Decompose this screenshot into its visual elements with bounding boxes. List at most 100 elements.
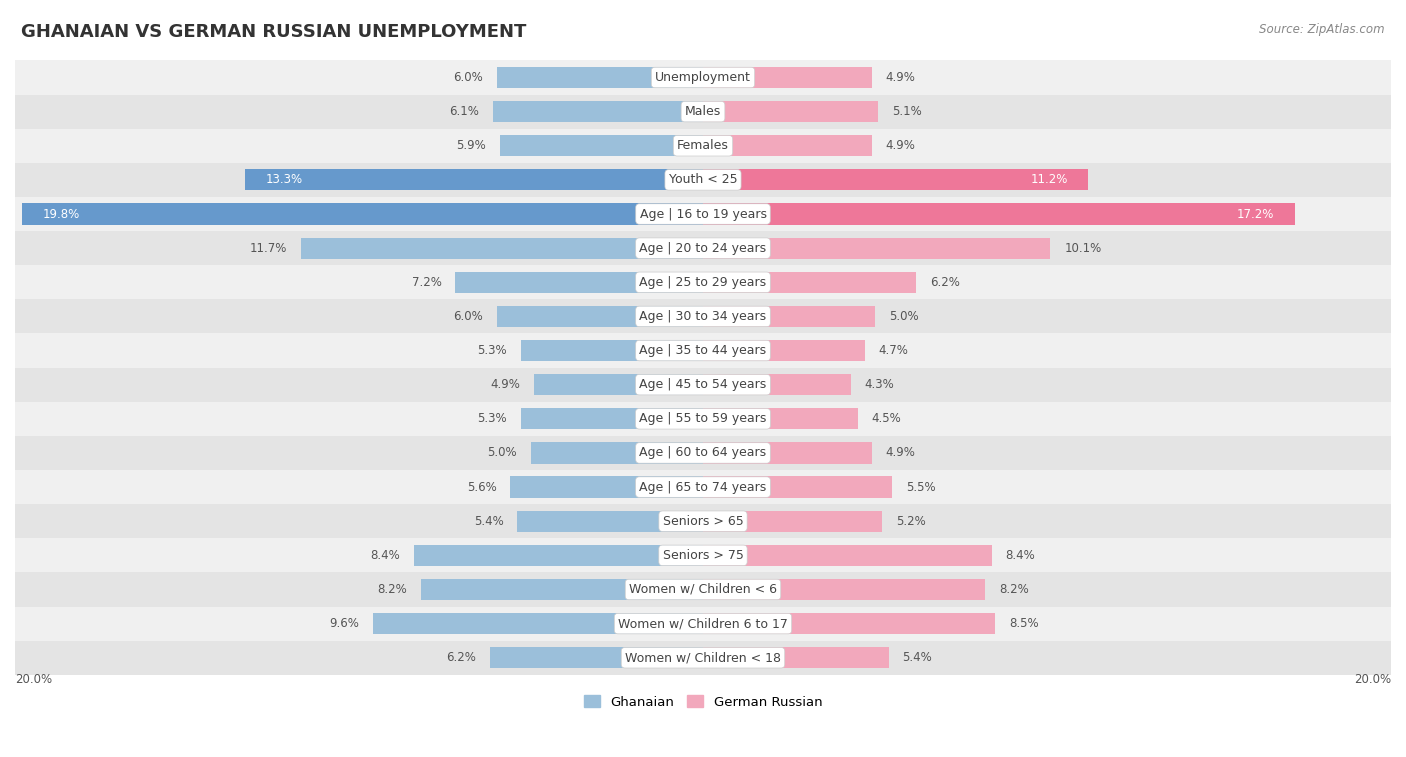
Text: 8.4%: 8.4% — [1005, 549, 1035, 562]
Text: Age | 60 to 64 years: Age | 60 to 64 years — [640, 447, 766, 459]
Bar — [489, 647, 703, 668]
Bar — [703, 272, 917, 293]
Bar — [703, 67, 872, 88]
Text: Women w/ Children < 18: Women w/ Children < 18 — [626, 651, 780, 664]
Text: 6.0%: 6.0% — [453, 310, 482, 323]
Text: 8.4%: 8.4% — [371, 549, 401, 562]
Bar — [15, 436, 1391, 470]
Legend: Ghanaian, German Russian: Ghanaian, German Russian — [578, 690, 828, 714]
Text: Women w/ Children 6 to 17: Women w/ Children 6 to 17 — [619, 617, 787, 630]
Bar — [520, 408, 703, 429]
Text: Age | 25 to 29 years: Age | 25 to 29 years — [640, 276, 766, 288]
Bar — [15, 95, 1391, 129]
Text: Females: Females — [678, 139, 728, 152]
Text: 8.2%: 8.2% — [377, 583, 408, 596]
Text: 5.0%: 5.0% — [488, 447, 517, 459]
Bar — [703, 476, 893, 497]
Bar — [15, 265, 1391, 299]
Bar — [703, 613, 995, 634]
Text: 20.0%: 20.0% — [15, 674, 52, 687]
Bar — [531, 442, 703, 463]
Text: Unemployment: Unemployment — [655, 71, 751, 84]
Bar — [15, 163, 1391, 197]
Text: 8.2%: 8.2% — [998, 583, 1029, 596]
Bar — [22, 204, 703, 225]
Text: 4.9%: 4.9% — [886, 139, 915, 152]
Text: 5.9%: 5.9% — [457, 139, 486, 152]
Text: Males: Males — [685, 105, 721, 118]
Text: 6.2%: 6.2% — [446, 651, 477, 664]
Text: 5.4%: 5.4% — [474, 515, 503, 528]
Bar — [15, 470, 1391, 504]
Bar — [510, 476, 703, 497]
Text: Age | 35 to 44 years: Age | 35 to 44 years — [640, 344, 766, 357]
Bar — [703, 306, 875, 327]
Text: 20.0%: 20.0% — [1354, 674, 1391, 687]
Bar — [413, 545, 703, 566]
Text: 4.9%: 4.9% — [886, 71, 915, 84]
Bar — [246, 170, 703, 191]
Text: 4.9%: 4.9% — [491, 378, 520, 391]
Text: 10.1%: 10.1% — [1064, 241, 1101, 254]
Bar — [496, 67, 703, 88]
Bar — [703, 442, 872, 463]
Text: Age | 55 to 59 years: Age | 55 to 59 years — [640, 413, 766, 425]
Text: 9.6%: 9.6% — [329, 617, 359, 630]
Bar — [703, 238, 1050, 259]
Bar — [15, 606, 1391, 640]
Text: Youth < 25: Youth < 25 — [669, 173, 737, 186]
Bar — [703, 340, 865, 361]
Bar — [15, 299, 1391, 334]
Text: Seniors > 75: Seniors > 75 — [662, 549, 744, 562]
Text: Seniors > 65: Seniors > 65 — [662, 515, 744, 528]
Text: 11.7%: 11.7% — [249, 241, 287, 254]
Bar — [301, 238, 703, 259]
Text: Age | 45 to 54 years: Age | 45 to 54 years — [640, 378, 766, 391]
Bar — [520, 340, 703, 361]
Text: 4.5%: 4.5% — [872, 413, 901, 425]
Bar — [373, 613, 703, 634]
Text: GHANAIAN VS GERMAN RUSSIAN UNEMPLOYMENT: GHANAIAN VS GERMAN RUSSIAN UNEMPLOYMENT — [21, 23, 526, 41]
Text: 13.3%: 13.3% — [266, 173, 304, 186]
Bar — [703, 204, 1295, 225]
Text: Age | 16 to 19 years: Age | 16 to 19 years — [640, 207, 766, 220]
Text: Source: ZipAtlas.com: Source: ZipAtlas.com — [1260, 23, 1385, 36]
Text: 19.8%: 19.8% — [42, 207, 80, 220]
Bar — [420, 579, 703, 600]
Bar — [15, 402, 1391, 436]
Bar — [15, 129, 1391, 163]
Bar — [703, 136, 872, 157]
Bar — [703, 374, 851, 395]
Text: 6.0%: 6.0% — [453, 71, 482, 84]
Bar — [703, 511, 882, 532]
Text: 5.4%: 5.4% — [903, 651, 932, 664]
Text: 5.6%: 5.6% — [467, 481, 496, 494]
Text: 4.9%: 4.9% — [886, 447, 915, 459]
Text: 5.3%: 5.3% — [477, 344, 508, 357]
Bar — [703, 408, 858, 429]
Bar — [15, 640, 1391, 674]
Text: Women w/ Children < 6: Women w/ Children < 6 — [628, 583, 778, 596]
Bar — [15, 231, 1391, 265]
Text: 5.1%: 5.1% — [893, 105, 922, 118]
Bar — [456, 272, 703, 293]
Text: 6.2%: 6.2% — [929, 276, 960, 288]
Bar — [15, 61, 1391, 95]
Text: 17.2%: 17.2% — [1237, 207, 1274, 220]
Text: 5.5%: 5.5% — [905, 481, 935, 494]
Bar — [496, 306, 703, 327]
Text: 11.2%: 11.2% — [1031, 173, 1067, 186]
Bar — [501, 136, 703, 157]
Text: Age | 65 to 74 years: Age | 65 to 74 years — [640, 481, 766, 494]
Text: 4.3%: 4.3% — [865, 378, 894, 391]
Text: 5.2%: 5.2% — [896, 515, 925, 528]
Bar — [534, 374, 703, 395]
Bar — [703, 579, 986, 600]
Bar — [15, 572, 1391, 606]
Text: 6.1%: 6.1% — [450, 105, 479, 118]
Bar — [703, 545, 993, 566]
Bar — [15, 538, 1391, 572]
Text: 8.5%: 8.5% — [1010, 617, 1039, 630]
Bar — [15, 504, 1391, 538]
Bar — [15, 197, 1391, 231]
